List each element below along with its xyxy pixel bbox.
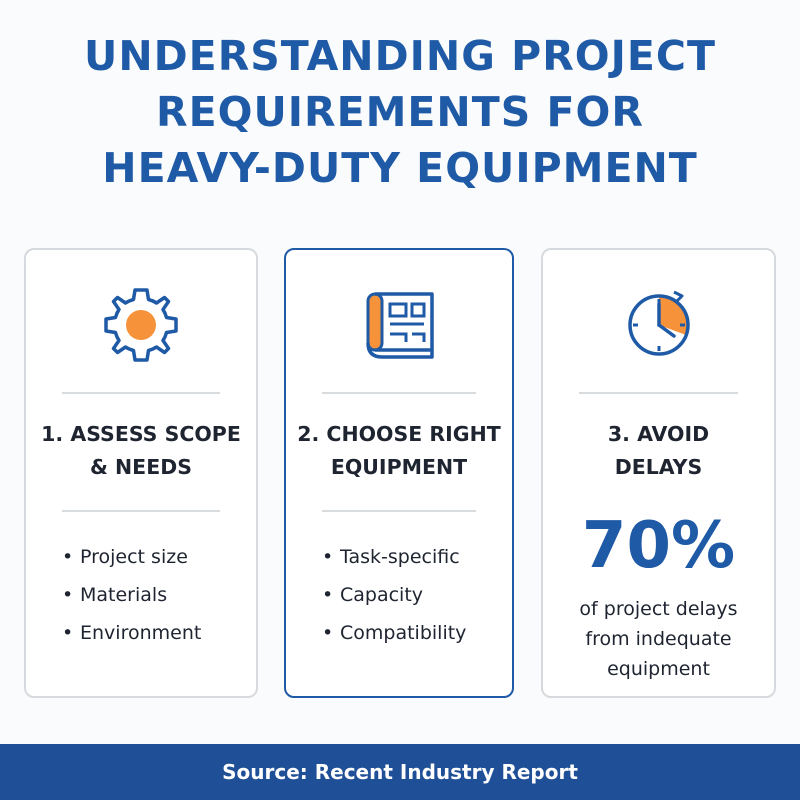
card-divider [62, 510, 220, 512]
card-heading: 1. ASSESS SCOPE & NEEDS [41, 422, 241, 479]
bullet-list: • Task-specific • Capacity • Compatibility [322, 538, 466, 652]
list-item: • Environment [62, 622, 202, 644]
list-item: • Compatibility [322, 622, 467, 644]
card-avoid-delays: 3. AVOID DELAYS 70% of project delays fr… [541, 248, 776, 698]
stat-caption: of project delays from indequate equipme… [579, 598, 738, 680]
card-choose-equipment: 2. CHOOSE RIGHT EQUIPMENT • Task-specific… [284, 248, 514, 698]
clock-icon [627, 290, 690, 356]
title-line-2: REQUIREMENTS FOR [156, 88, 644, 136]
gear-icon [104, 288, 178, 362]
source-text: Source: Recent Industry Report [222, 760, 578, 784]
card-heading: 3. AVOID DELAYS [607, 422, 710, 479]
list-item: • Project size [62, 546, 188, 568]
list-item: • Materials [62, 584, 168, 606]
bullet-list: • Project size • Materials • Environment [62, 538, 201, 652]
card-divider [62, 392, 220, 394]
blueprint-icon [366, 292, 434, 359]
card-divider [322, 510, 476, 512]
list-item: • Task-specific [322, 546, 460, 568]
title-line-1: UNDERSTANDING PROJECT [84, 32, 716, 80]
list-item: • Capacity [322, 584, 424, 606]
card-assess-scope: 1. ASSESS SCOPE & NEEDS • Project size • M… [24, 248, 258, 698]
page-title: UNDERSTANDING PROJECT REQUIREMENTS FOR H… [0, 28, 800, 196]
card-divider [322, 392, 476, 394]
stat-value: 70% [581, 509, 736, 583]
source-footer: Source: Recent Industry Report [0, 744, 800, 800]
title-line-3: HEAVY-DUTY EQUIPMENT [102, 144, 698, 192]
card-divider [579, 392, 738, 394]
card-heading: 2. CHOOSE RIGHT EQUIPMENT [297, 422, 501, 479]
